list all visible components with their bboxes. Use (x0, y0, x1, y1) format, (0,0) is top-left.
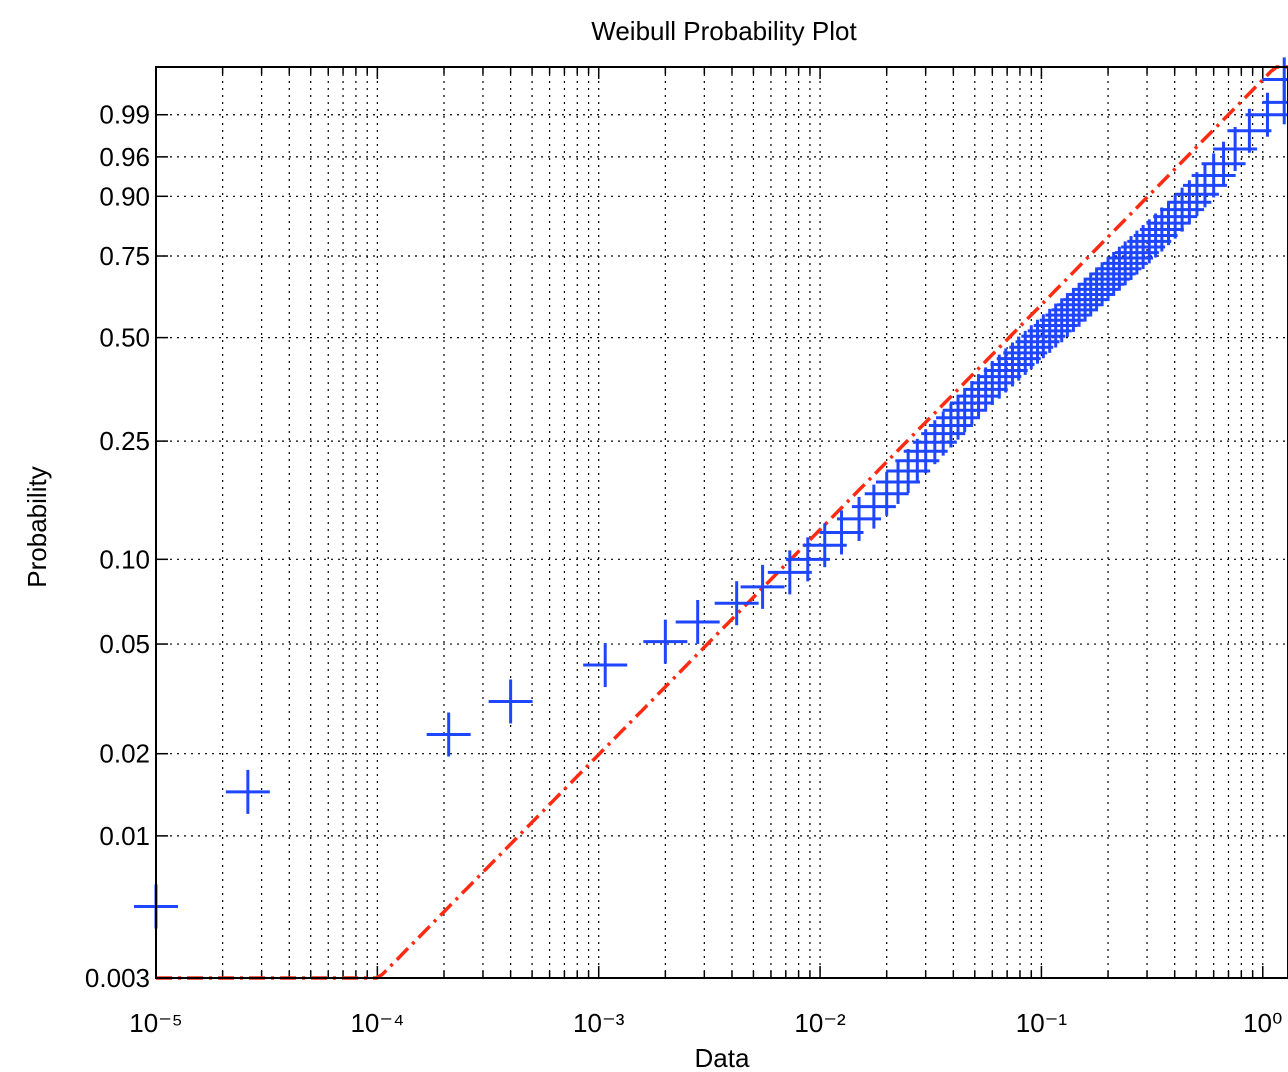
data-point (864, 471, 909, 516)
data-point (675, 599, 720, 644)
data-points (134, 57, 1288, 929)
data-point (963, 367, 1008, 412)
data-point (876, 459, 921, 504)
x-tick-label: 10⁻⁵ (129, 1008, 182, 1038)
y-tick-label: 0.01 (99, 821, 150, 851)
y-tick-label: 0.50 (99, 323, 150, 353)
data-point (886, 449, 931, 494)
x-tick-label: 10⁻³ (573, 1008, 625, 1038)
y-tick-label: 0.96 (99, 142, 150, 172)
y-tick-label: 0.25 (99, 426, 150, 456)
data-point (1262, 57, 1288, 102)
data-point (1127, 219, 1172, 264)
grid (155, 67, 1288, 979)
x-tick-label: 10⁻² (794, 1008, 846, 1038)
data-point (1245, 92, 1288, 137)
data-point (1182, 163, 1227, 208)
data-point (225, 769, 270, 814)
y-tick-label: 0.90 (99, 181, 150, 211)
x-tick-label: 10⁻⁴ (350, 1008, 404, 1038)
fit-line (156, 65, 1288, 980)
data-point (851, 484, 896, 529)
y-tick-label: 0.02 (99, 739, 150, 769)
y-tick-label: 0.75 (99, 241, 150, 271)
data-point (488, 679, 533, 724)
chart-title: Weibull Probability Plot (591, 16, 857, 46)
data-point (1114, 230, 1159, 275)
axis-ticks: 10⁻⁵ 10⁻⁴ 10⁻³ 10⁻² 10⁻¹ 10⁰ 0.003 0.01 0.02 0.05… (85, 67, 1282, 1038)
plot-frame (155, 66, 1288, 979)
data-point (740, 564, 785, 609)
data-point (1103, 241, 1148, 286)
data-point (1003, 330, 1048, 375)
data-point (1109, 236, 1154, 281)
data-point (895, 438, 940, 483)
data-point (802, 523, 847, 568)
data-point (1174, 172, 1219, 217)
data-point (583, 643, 628, 688)
data-point (714, 581, 759, 626)
y-tick-label: 0.05 (99, 629, 150, 659)
data-point (903, 429, 948, 474)
data-point (983, 348, 1028, 393)
fit-line-group (156, 65, 1288, 980)
x-tick-label: 10⁰ (1243, 1008, 1282, 1038)
data-point (970, 360, 1015, 405)
y-tick-label: 0.99 (99, 100, 150, 130)
y-tick-label: 0.10 (99, 544, 150, 574)
data-point (1121, 225, 1166, 270)
data-point (1133, 213, 1178, 258)
data-point (643, 619, 688, 664)
data-point (990, 342, 1035, 387)
data-point (996, 336, 1041, 381)
data-point (767, 550, 812, 595)
data-point (1191, 153, 1236, 198)
y-tick-label: 0.003 (85, 963, 150, 993)
x-axis-label: Data (695, 1043, 750, 1072)
data-point (426, 712, 471, 757)
x-tick-label: 10⁻¹ (1016, 1008, 1068, 1038)
y-axis-label: Probability (22, 466, 52, 587)
data-point (1146, 201, 1191, 246)
data-point (1009, 325, 1054, 370)
